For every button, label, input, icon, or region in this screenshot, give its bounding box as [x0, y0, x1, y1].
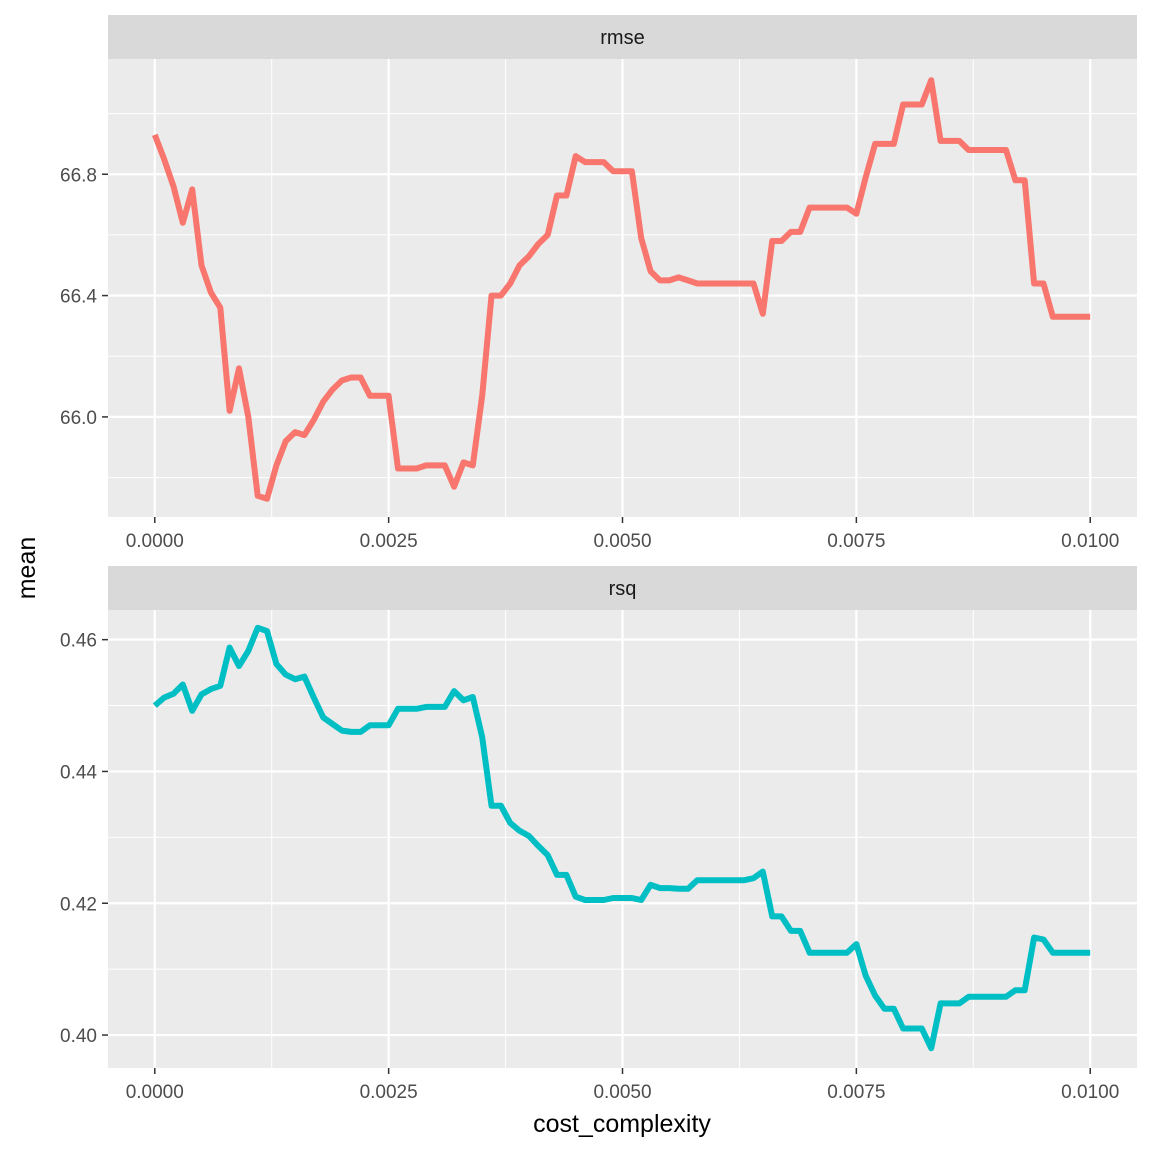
- x-tick-label: 0.0050: [593, 1082, 651, 1103]
- y-tick-label: 66.8: [60, 165, 97, 186]
- y-tick-label: 0.46: [60, 631, 97, 652]
- strip-background: [108, 566, 1137, 610]
- x-tick-label: 0.0025: [360, 1082, 418, 1103]
- x-tick-label: 0.0050: [593, 531, 651, 552]
- y-tick-label: 66.0: [60, 408, 97, 429]
- x-tick-label: 0.0000: [126, 1082, 184, 1103]
- x-tick-label: 0.0100: [1061, 1082, 1119, 1103]
- x-tick-label: 0.0075: [827, 531, 885, 552]
- y-tick-label: 0.40: [60, 1026, 97, 1047]
- x-tick-label: 0.0025: [360, 531, 418, 552]
- x-tick-label: 0.0100: [1061, 531, 1119, 552]
- x-tick-label: 0.0075: [827, 1082, 885, 1103]
- y-tick-label: 0.44: [60, 762, 97, 783]
- x-tick-label: 0.0000: [126, 531, 184, 552]
- y-tick-label: 66.4: [60, 287, 97, 308]
- y-axis-title: mean: [13, 537, 41, 600]
- strip-label: rsq: [609, 578, 637, 600]
- panel-rsq: rsq 0.0000 0.0025 0.0050 0.0075 0.0100 0.40 0.4…: [60, 566, 1137, 1103]
- facet-panels: rmse 0.0000 0.0025 0.0050 0.0075 0.0100 66.0 66…: [60, 15, 1137, 1103]
- series-line-rsq: [152, 624, 1091, 1052]
- series-line-rmse: [151, 77, 1091, 502]
- panel-rmse: rmse 0.0000 0.0025 0.0050 0.0075 0.0100 66.0 66…: [60, 15, 1137, 552]
- strip-label: rmse: [600, 27, 644, 49]
- x-axis-title: cost_complexity: [533, 1110, 711, 1138]
- strip-background: [108, 15, 1137, 59]
- y-tick-label: 0.42: [60, 894, 97, 915]
